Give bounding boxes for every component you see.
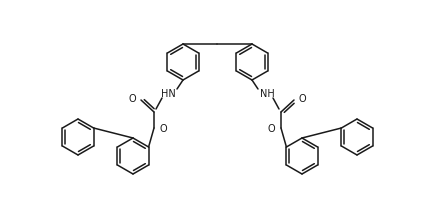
Text: O: O xyxy=(267,124,274,134)
Text: O: O xyxy=(298,94,306,104)
Text: NH: NH xyxy=(259,89,274,99)
Text: O: O xyxy=(160,124,167,134)
Text: O: O xyxy=(128,94,136,104)
Text: HN: HN xyxy=(160,89,175,99)
